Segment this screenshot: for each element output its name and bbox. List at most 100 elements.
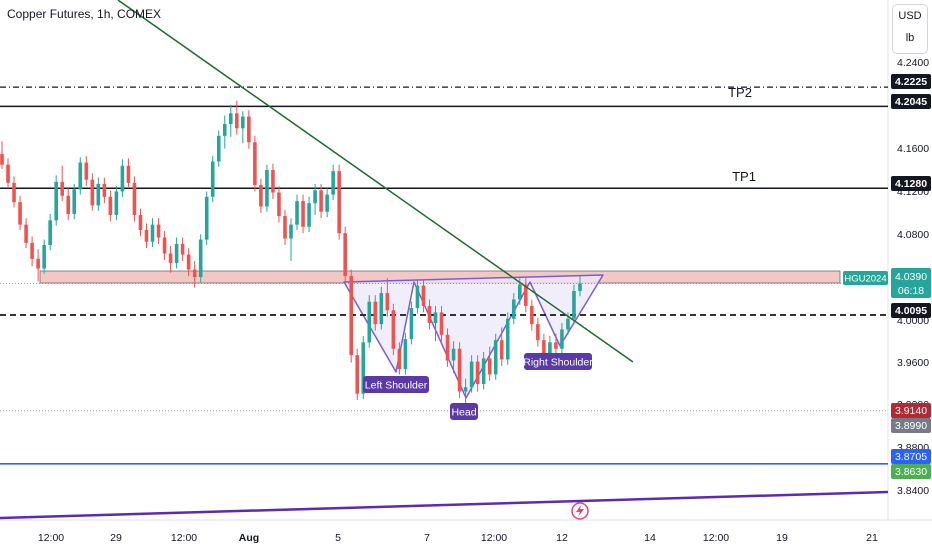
candle-body [126, 165, 131, 183]
candle-body [337, 171, 341, 234]
candle-body [385, 293, 390, 311]
svg-text:3.8630: 3.8630 [895, 466, 927, 478]
candle-body [391, 310, 396, 349]
candle-body [319, 190, 323, 212]
ascending-support-line [0, 490, 889, 520]
candle-body [48, 220, 52, 245]
candle-body [355, 355, 360, 394]
candle-body [150, 224, 155, 242]
candle-body [42, 244, 46, 269]
candle-body [283, 216, 287, 239]
candle-body [457, 348, 462, 392]
candle-body [156, 224, 161, 238]
candle-body [421, 285, 426, 306]
candle-body [536, 324, 540, 341]
tp1-annotation: TP1 [732, 169, 756, 184]
candle-body [524, 284, 528, 306]
candle-body [24, 224, 28, 243]
x-tick-label: 14 [644, 532, 656, 544]
candle-body [427, 305, 432, 324]
candle-body [102, 183, 107, 197]
candle-body [120, 165, 125, 192]
right-shoulder-label: Right Shoulder [523, 353, 593, 370]
x-tick-label: 19 [776, 532, 788, 544]
left-shoulder-label: Left Shoulder [363, 376, 429, 393]
candle-body [90, 179, 95, 206]
svg-text:4.2045: 4.2045 [895, 96, 927, 108]
candle-body [445, 334, 450, 361]
candle-body [469, 361, 474, 388]
candle-body [578, 283, 582, 291]
candle-body [331, 171, 335, 195]
candle-body [168, 253, 173, 264]
candle-body [174, 243, 179, 264]
candle-body [6, 164, 10, 183]
level-tag-4.0095: 4.0095 [891, 303, 931, 318]
x-tick-label: 12:00 [171, 532, 197, 544]
candle-body [349, 275, 354, 356]
candle-body [84, 162, 89, 180]
candle-body [542, 340, 546, 356]
candle-body [259, 185, 263, 207]
x-tick-label: 12:00 [703, 532, 729, 544]
candle-body [403, 339, 408, 370]
currency-label: USD [898, 10, 922, 22]
candle-body [60, 181, 65, 196]
x-tick-label: 12 [556, 532, 568, 544]
candle-body [295, 201, 299, 225]
candle-body [228, 113, 233, 125]
svg-text:4.2225: 4.2225 [895, 76, 927, 88]
price-tag-3.9140: 3.9140 [891, 403, 931, 418]
candle-body [307, 203, 311, 227]
candle-body [222, 124, 227, 136]
candle-body [554, 342, 558, 349]
candle-body [373, 301, 378, 325]
candle-body [439, 312, 444, 335]
candle-body [313, 190, 317, 204]
svg-text:Right Shoulder: Right Shoulder [523, 357, 593, 369]
y-tick-label: 4.1600 [897, 143, 929, 155]
candle-body [66, 195, 71, 214]
candle-body [235, 113, 239, 129]
candle-body [548, 342, 552, 356]
candle-body [451, 348, 456, 361]
candle-body [409, 308, 414, 340]
descending-trendline [117, 0, 634, 363]
candle-body [265, 170, 269, 207]
last-price-tag: 4.0390 06:18 [891, 268, 931, 298]
candle-body [271, 170, 275, 193]
svg-text:3.9140: 3.9140 [895, 405, 927, 417]
svg-text:3.8705: 3.8705 [895, 451, 927, 463]
x-tick-label: 7 [424, 532, 430, 544]
candle-body [132, 182, 137, 215]
candle-body [343, 233, 347, 276]
svg-text:3.8990: 3.8990 [895, 420, 927, 432]
unit-label: lb [905, 32, 915, 44]
candle-body [325, 194, 329, 212]
candle-body [30, 242, 34, 259]
candle-body [530, 305, 534, 325]
svg-text:HGU2024: HGU2024 [844, 274, 886, 285]
y-tick-label: 4.2400 [897, 57, 929, 69]
lightning-icon[interactable] [571, 502, 589, 520]
tp2-annotation: TP2 [728, 85, 752, 100]
candle-body [210, 161, 215, 197]
y-tick-label: 4.0800 [897, 229, 929, 241]
candle-body [78, 162, 83, 190]
candle-body [54, 181, 58, 221]
candle-body [505, 318, 510, 360]
svg-text:Head: Head [451, 407, 476, 419]
candle-body [186, 254, 191, 270]
candle-body [367, 301, 372, 343]
x-tick-label: 12:00 [38, 532, 64, 544]
svg-text:4.1280: 4.1280 [895, 178, 927, 190]
candle-body [192, 269, 197, 278]
chart-title: Copper Futures, 1h, COMEX [7, 7, 162, 21]
candle-body [511, 299, 516, 319]
candle-body [18, 202, 22, 225]
candle-body [379, 293, 384, 325]
candle-body [247, 116, 251, 143]
candle-body [433, 312, 438, 324]
candle-body [36, 258, 40, 269]
unit-selector[interactable]: USD lb [892, 4, 928, 54]
